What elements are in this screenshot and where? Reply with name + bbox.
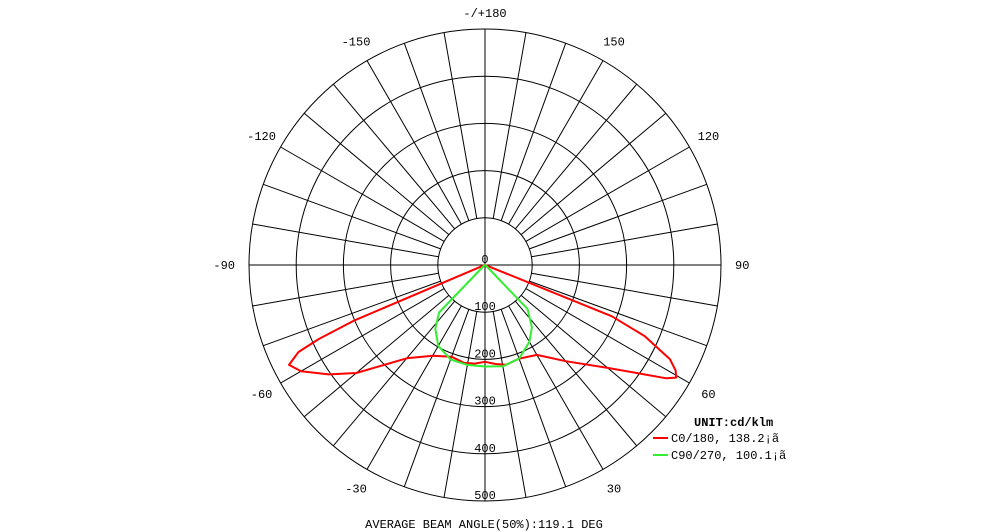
- grid-spoke: [531, 272, 718, 307]
- grid-spoke: [252, 223, 439, 258]
- angle-label: 120: [698, 130, 720, 144]
- radial-label: 100: [474, 300, 496, 314]
- grid-spoke: [520, 294, 667, 418]
- intensity-curves: [288, 264, 678, 380]
- grid-spoke: [529, 183, 707, 250]
- legend-label-c90: C90/270, 100.1¡ã: [671, 449, 786, 463]
- grid-spoke: [525, 146, 690, 242]
- angle-label: -30: [345, 482, 367, 496]
- grid-spoke: [508, 305, 604, 470]
- grid-spoke: [403, 43, 470, 221]
- grid-spoke: [525, 288, 690, 384]
- legend: UNIT:cd/klm C0/180, 138.2¡ã C90/270, 100…: [653, 416, 786, 463]
- grid-spoke: [280, 146, 445, 242]
- angle-label: -/+180: [463, 7, 506, 21]
- angle-label: 90: [735, 259, 749, 273]
- grid-spoke: [529, 280, 707, 347]
- radial-label: 0: [481, 253, 488, 267]
- angle-label: -150: [342, 36, 371, 50]
- grid-spoke: [263, 183, 441, 250]
- radial-labels: 0 100 200 300 400 500: [474, 253, 496, 503]
- beam-angle-footer: AVERAGE BEAM ANGLE(50%):119.1 DEG: [365, 518, 603, 532]
- radial-label: 300: [474, 395, 496, 409]
- grid-spoke: [514, 83, 638, 230]
- grid-spoke: [263, 280, 441, 347]
- grid-spoke: [366, 305, 462, 470]
- grid-spoke: [531, 223, 718, 258]
- grid-spoke: [403, 309, 470, 487]
- series-curve: [434, 264, 533, 368]
- legend-label-c0: C0/180, 138.2¡ã: [671, 432, 779, 446]
- grid-spoke: [520, 112, 667, 236]
- grid-spoke: [366, 60, 462, 225]
- angle-label: 30: [607, 482, 621, 496]
- angle-label: 60: [701, 388, 715, 402]
- polar-grid: [248, 28, 722, 502]
- grid-spoke: [500, 43, 567, 221]
- grid-spoke: [508, 60, 604, 225]
- grid-spoke: [500, 309, 567, 487]
- angle-labels: -/+180 150 -150 120 -120 90 -90 60 -60 30 -30: [213, 7, 749, 496]
- series-curve: [288, 264, 678, 380]
- radial-label: 400: [474, 442, 496, 456]
- radial-label: 500: [474, 489, 496, 503]
- grid-spoke: [492, 32, 527, 219]
- legend-title: UNIT:cd/klm: [694, 416, 773, 430]
- grid-spoke: [252, 272, 439, 307]
- grid-spoke: [492, 311, 527, 498]
- grid-spoke: [443, 311, 478, 498]
- angle-label: -90: [213, 259, 235, 273]
- angle-label: 150: [603, 36, 625, 50]
- grid-spoke: [514, 300, 638, 447]
- grid-spoke: [303, 294, 450, 418]
- grid-spoke: [332, 300, 456, 447]
- grid-spoke: [303, 112, 450, 236]
- grid-spoke: [280, 288, 445, 384]
- grid-spoke: [332, 83, 456, 230]
- angle-label: -60: [251, 388, 273, 402]
- radial-label: 200: [474, 347, 496, 361]
- angle-label: -120: [247, 130, 276, 144]
- grid-spoke: [443, 32, 478, 219]
